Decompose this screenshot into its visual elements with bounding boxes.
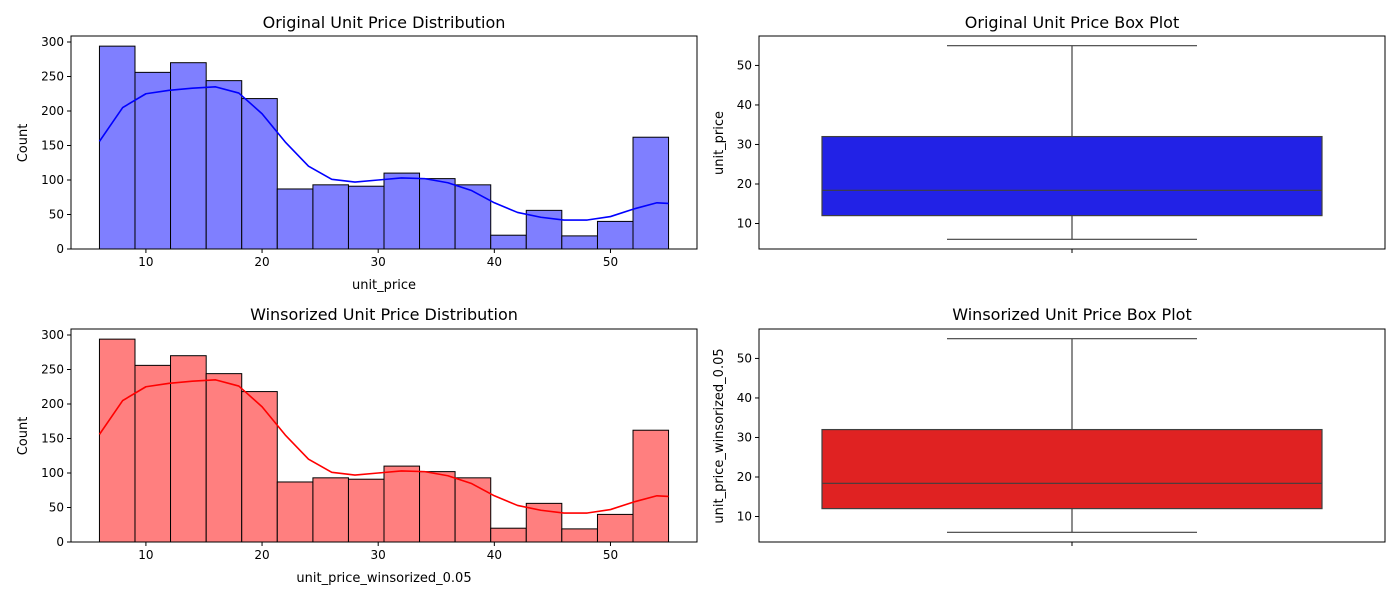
iqr-box bbox=[821, 135, 1323, 217]
histogram-bar bbox=[347, 185, 385, 250]
histogram-bar bbox=[205, 80, 243, 250]
histogram-bar bbox=[632, 429, 670, 543]
chart-title: Winsorized Unit Price Box Plot bbox=[952, 305, 1191, 324]
x-tick-label: 30 bbox=[371, 548, 386, 562]
histogram-bar bbox=[276, 188, 314, 250]
y-tick-label: 50 bbox=[49, 501, 64, 515]
y-axis-label: unit_price bbox=[712, 111, 727, 175]
x-tick-label: 50 bbox=[603, 548, 618, 562]
y-tick-label: 0 bbox=[56, 242, 64, 256]
histogram-bar bbox=[98, 45, 136, 250]
histogram-bar bbox=[454, 477, 492, 543]
histogram-bar bbox=[170, 62, 207, 250]
x-tick-label: 20 bbox=[254, 548, 269, 562]
axes-frame bbox=[70, 35, 698, 250]
y-tick-label: 30 bbox=[737, 430, 752, 444]
x-axis-label: unit_price bbox=[352, 278, 416, 293]
x-tick-label: 10 bbox=[138, 255, 153, 269]
y-tick-label: 200 bbox=[41, 104, 64, 118]
histogram-bar bbox=[419, 471, 456, 543]
x-tick-label: 50 bbox=[603, 255, 618, 269]
y-tick-label: 250 bbox=[41, 70, 64, 84]
winsorized-boxplot-panel: Winsorized Unit Price Box Plot unit_pric… bbox=[712, 305, 1386, 546]
x-tick-label: 40 bbox=[487, 548, 502, 562]
y-tick-label: 150 bbox=[41, 139, 64, 153]
x-tick-label: 30 bbox=[371, 255, 386, 269]
histogram-bar bbox=[596, 513, 634, 543]
histogram-bar bbox=[596, 220, 634, 250]
original-boxplot-panel: Original Unit Price Box Plot unit_price … bbox=[712, 13, 1386, 253]
y-tick-label: 300 bbox=[41, 35, 64, 49]
x-axis-label: unit_price_winsorized_0.05 bbox=[296, 571, 471, 586]
histogram-bar bbox=[561, 235, 598, 250]
histogram-bar bbox=[490, 527, 527, 543]
y-tick-label: 10 bbox=[737, 217, 752, 231]
y-tick-label: 20 bbox=[737, 470, 752, 484]
histogram-bar bbox=[170, 355, 207, 543]
histogram-bar bbox=[347, 478, 385, 543]
histogram-bar bbox=[312, 184, 349, 250]
histogram-bar bbox=[525, 209, 563, 250]
x-tick-label: 40 bbox=[487, 255, 502, 269]
y-tick-label: 50 bbox=[737, 351, 752, 365]
histogram-bar bbox=[205, 373, 243, 543]
x-tick-label: 10 bbox=[138, 548, 153, 562]
histogram-bar bbox=[241, 391, 278, 543]
histogram-bar bbox=[241, 98, 278, 250]
y-axis-label: Count bbox=[16, 417, 31, 456]
histogram-bar bbox=[525, 502, 563, 543]
y-tick-label: 150 bbox=[41, 432, 64, 446]
kde-curve bbox=[98, 379, 669, 514]
winsorized-histogram-panel: Winsorized Unit Price Distribution unit_… bbox=[16, 305, 698, 586]
y-tick-label: 40 bbox=[737, 98, 752, 112]
histogram-bar bbox=[276, 481, 314, 543]
y-axis-label: Count bbox=[16, 124, 31, 163]
y-tick-label: 100 bbox=[41, 466, 64, 480]
histogram-bar bbox=[419, 178, 456, 250]
kde-curve bbox=[98, 86, 669, 221]
iqr-box bbox=[821, 428, 1323, 510]
y-tick-label: 50 bbox=[737, 58, 752, 72]
y-tick-label: 10 bbox=[737, 510, 752, 524]
histogram-bar bbox=[490, 234, 527, 250]
axes-frame bbox=[758, 35, 1386, 250]
chart-title: Original Unit Price Box Plot bbox=[965, 13, 1179, 32]
histogram-bar bbox=[134, 71, 172, 250]
histogram-bar bbox=[134, 364, 172, 543]
x-tick-label: 20 bbox=[254, 255, 269, 269]
histogram-bar bbox=[632, 136, 670, 250]
plot-area: 10 20 30 40 50 bbox=[737, 35, 1386, 253]
axes-frame bbox=[70, 328, 698, 543]
y-tick-label: 0 bbox=[56, 535, 64, 549]
y-tick-label: 200 bbox=[41, 397, 64, 411]
original-histogram-panel: Original Unit Price Distribution unit_pr… bbox=[16, 13, 698, 293]
y-tick-label: 250 bbox=[41, 363, 64, 377]
y-tick-label: 300 bbox=[41, 328, 64, 342]
histogram-bar bbox=[98, 338, 136, 543]
plot-area: 10 20 30 40 50 bbox=[737, 328, 1386, 546]
plot-area: 10 20 30 40 50 0 50 100 150 200 250 300 bbox=[41, 35, 698, 269]
histogram-bar bbox=[383, 465, 421, 543]
y-tick-label: 50 bbox=[49, 208, 64, 222]
histogram-bar bbox=[312, 477, 349, 543]
y-axis-label: unit_price_winsorized_0.05 bbox=[712, 348, 727, 523]
histogram-bar bbox=[383, 172, 421, 250]
y-tick-label: 40 bbox=[737, 391, 752, 405]
histogram-bar bbox=[454, 184, 492, 250]
y-tick-label: 100 bbox=[41, 173, 64, 187]
chart-title: Winsorized Unit Price Distribution bbox=[250, 305, 518, 324]
chart-title: Original Unit Price Distribution bbox=[263, 13, 506, 32]
axes-frame bbox=[758, 328, 1386, 543]
y-tick-label: 30 bbox=[737, 137, 752, 151]
plot-area: 10 20 30 40 50 0 50 100 150 200 250 300 bbox=[41, 328, 698, 562]
histogram-bar bbox=[561, 528, 598, 543]
y-tick-label: 20 bbox=[737, 177, 752, 191]
